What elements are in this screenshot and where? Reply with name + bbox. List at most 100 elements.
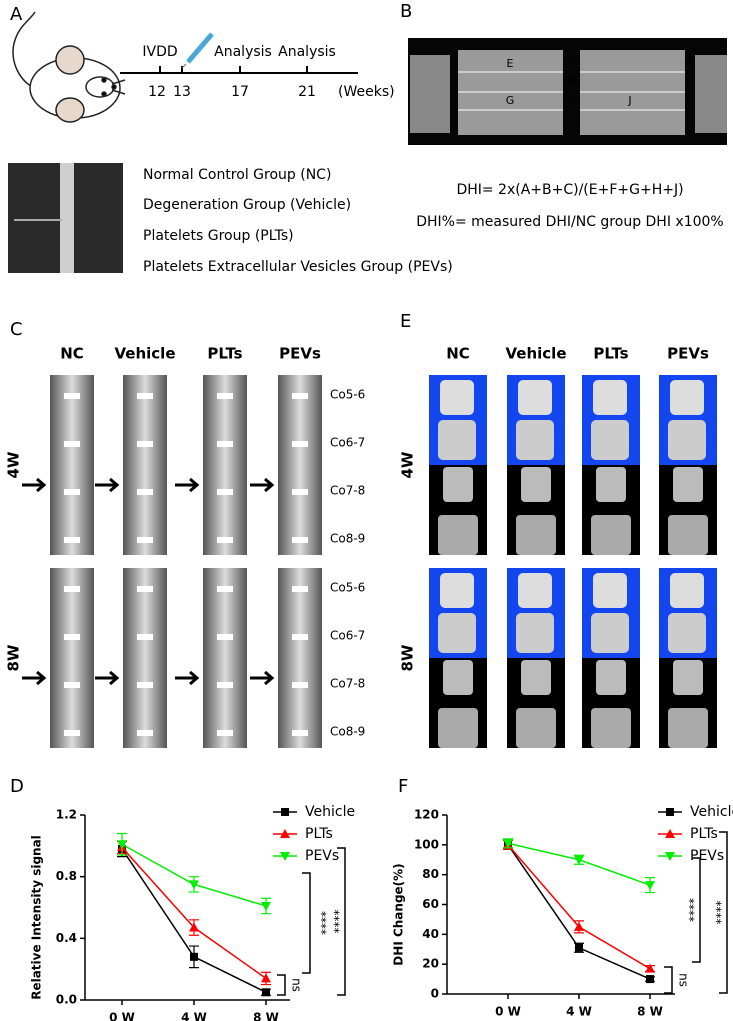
- level-label: Co8-9: [330, 725, 365, 739]
- disc: [137, 489, 153, 495]
- timeline-week: 21: [298, 84, 316, 100]
- vertebra: [695, 55, 727, 133]
- level-label: Co6-7: [330, 629, 365, 643]
- series-line: [121, 843, 267, 907]
- x-tick-label: 0 W: [109, 1011, 135, 1021]
- marker: [665, 829, 675, 838]
- x-tick-label: 4 W: [566, 1005, 592, 1019]
- disc: [64, 634, 80, 640]
- group-label: Normal Control Group (NC): [143, 167, 331, 183]
- significance-bracket: [302, 872, 311, 974]
- marker: [574, 855, 584, 865]
- bone: [673, 660, 703, 695]
- bone: [521, 467, 551, 502]
- arrow: [175, 477, 200, 493]
- group-label: Platelets Extracellular Vesicles Group (…: [143, 259, 453, 275]
- significance-label: ****: [315, 911, 329, 935]
- disc: [292, 537, 308, 543]
- marker: [190, 952, 198, 961]
- y-tick-label: 0.4: [56, 931, 77, 945]
- arrow: [175, 670, 200, 686]
- arrow: [250, 477, 275, 493]
- arrow: [22, 670, 47, 686]
- disc: [292, 730, 308, 736]
- timeline-event: IVDD: [142, 44, 177, 60]
- arrow: [22, 477, 47, 493]
- bone: [670, 573, 704, 608]
- significance-label: ****: [710, 901, 724, 925]
- panel-letter: D: [10, 776, 24, 797]
- bone: [518, 380, 552, 415]
- y-tick-label: 1.2: [56, 808, 77, 822]
- disc: [64, 682, 80, 688]
- legend-label: PEVs: [690, 848, 724, 864]
- measure-lines: [458, 71, 685, 111]
- marker: [645, 881, 655, 891]
- bone: [673, 467, 703, 502]
- bone: [516, 420, 554, 460]
- disc: [292, 393, 308, 399]
- bone: [593, 380, 627, 415]
- level-label: Co7-8: [330, 484, 365, 498]
- column-header: PLTs: [593, 345, 628, 363]
- mri-image: [50, 375, 94, 555]
- marker: [261, 901, 271, 911]
- arrow: [95, 477, 120, 493]
- group-label: Degeneration Group (Vehicle): [143, 197, 351, 213]
- bone: [591, 708, 631, 748]
- y-axis-label: Relative Intensity signal: [30, 835, 44, 1000]
- bone: [438, 515, 478, 555]
- column-header: Vehicle: [506, 345, 567, 363]
- bone: [670, 380, 704, 415]
- timeline-event: Analysis: [278, 44, 336, 60]
- disc: [137, 682, 153, 688]
- xray-tail: [60, 163, 74, 273]
- formula: DHI= 2x(A+B+C)/(E+F+G+H+J): [456, 182, 683, 198]
- disc: [217, 489, 233, 495]
- vertebra: [410, 55, 450, 133]
- disc: [137, 537, 153, 543]
- y-tick-label: 120: [414, 808, 439, 822]
- mri-image: [123, 375, 167, 555]
- disc: [137, 730, 153, 736]
- marker: [575, 943, 583, 952]
- bone: [596, 467, 626, 502]
- significance-label: ns: [290, 978, 304, 992]
- level-label: Co5-6: [330, 581, 365, 595]
- bone: [668, 515, 708, 555]
- panel-letter: F: [398, 776, 408, 797]
- disc: [292, 489, 308, 495]
- timeline-week: 17: [231, 84, 249, 100]
- mri-image: [203, 375, 247, 555]
- disc: [217, 730, 233, 736]
- timeline-event: Analysis: [214, 44, 272, 60]
- disc: [137, 441, 153, 447]
- marker: [645, 963, 655, 973]
- marker: [574, 921, 584, 931]
- bone: [591, 515, 631, 555]
- measure-label: J: [627, 94, 631, 107]
- y-tick-label: 0.8: [56, 869, 77, 883]
- column-header: NC: [446, 345, 470, 363]
- marker: [666, 808, 674, 816]
- significance-label: ****: [328, 910, 342, 934]
- column-header: NC: [60, 345, 84, 363]
- level-label: Co8-9: [330, 532, 365, 546]
- significance-label: ****: [683, 898, 697, 922]
- y-tick-label: 60: [422, 897, 439, 911]
- bone: [438, 613, 476, 653]
- y-tick-label: 0: [431, 987, 439, 1001]
- significance-bracket: [719, 831, 728, 994]
- y-tick-label: 0.0: [56, 993, 77, 1007]
- y-axis-label: DHI Change(%): [392, 863, 406, 965]
- bone: [440, 573, 474, 608]
- x-tick-label: 4 W: [181, 1011, 207, 1021]
- bone: [438, 708, 478, 748]
- y-tick-label: 20: [422, 957, 439, 971]
- row-label: 4W: [399, 451, 417, 478]
- marker: [280, 852, 290, 861]
- arrow: [250, 670, 275, 686]
- disc: [137, 634, 153, 640]
- column-header: Vehicle: [115, 345, 176, 363]
